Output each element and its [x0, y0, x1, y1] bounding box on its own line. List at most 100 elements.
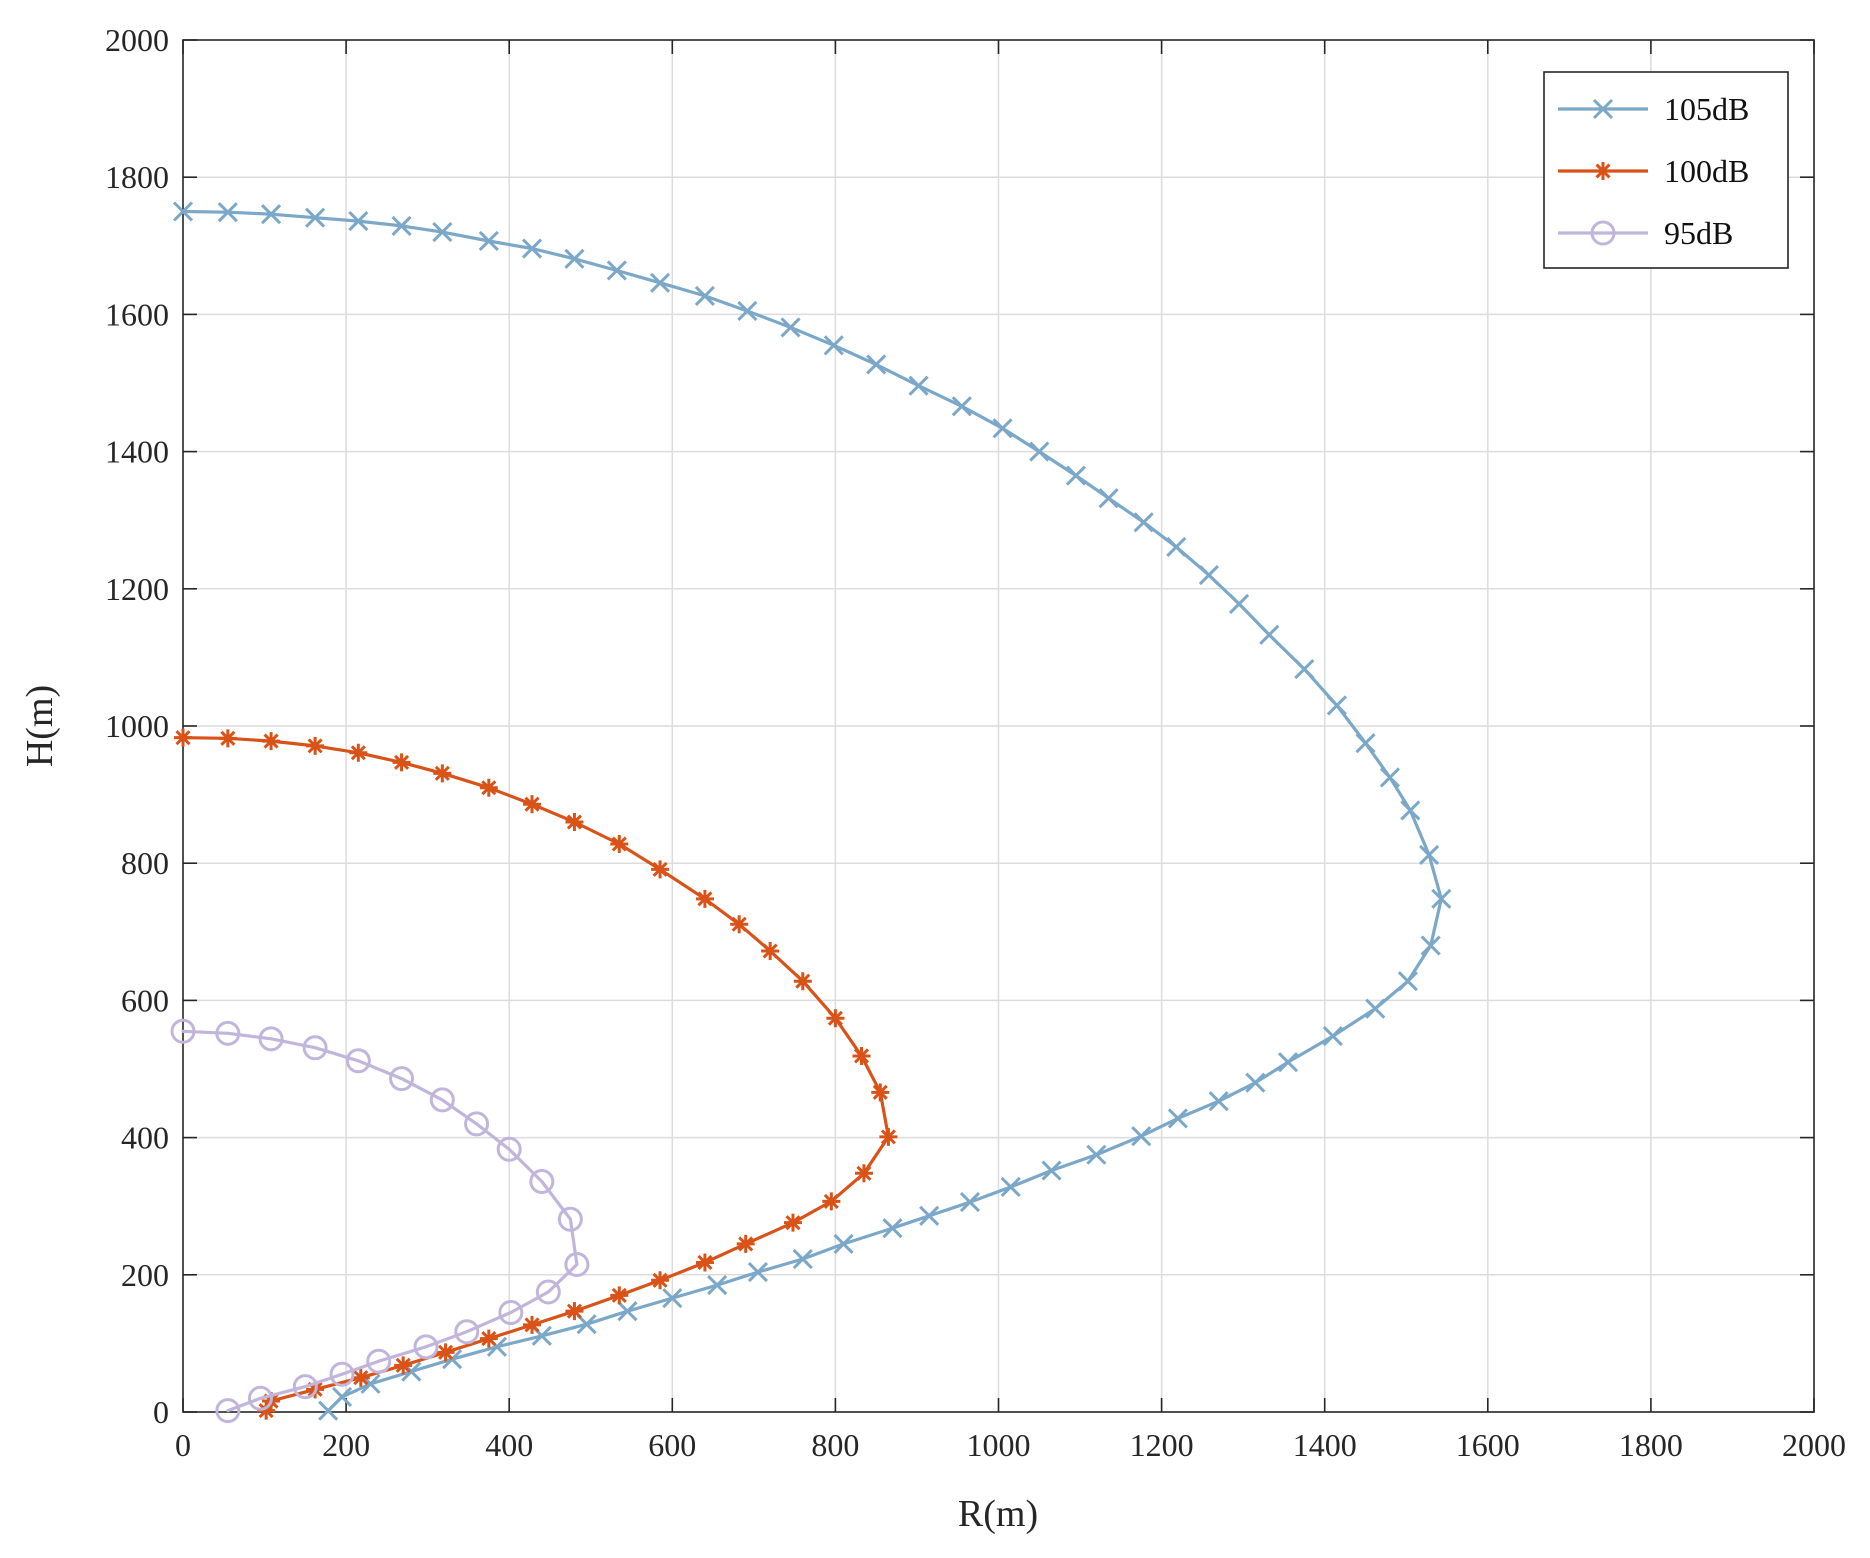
data-point	[433, 764, 452, 783]
y-tick-label: 0	[153, 1394, 169, 1430]
legend-item: 105dB	[1558, 91, 1749, 127]
series-105dB	[172, 201, 1452, 1421]
data-point	[826, 1009, 845, 1028]
x-tick-label: 1800	[1619, 1427, 1683, 1463]
data-point	[478, 230, 499, 252]
data-point	[783, 1213, 802, 1232]
data-point	[650, 272, 671, 293]
y-tick-label: 600	[121, 982, 169, 1018]
data-point	[823, 335, 844, 356]
x-tick-label: 1400	[1293, 1427, 1357, 1463]
data-point	[170, 1018, 196, 1044]
x-tick-label: 600	[648, 1427, 696, 1463]
data-point	[564, 1252, 590, 1278]
legend-item: 100dB	[1558, 153, 1749, 189]
data-point	[854, 1164, 873, 1183]
data-point	[1000, 1176, 1021, 1198]
data-point	[247, 1385, 273, 1411]
x-tick-label: 0	[175, 1427, 191, 1463]
data-point	[305, 207, 326, 228]
data-point	[351, 1368, 370, 1387]
data-point	[879, 1127, 898, 1146]
data-point	[261, 204, 282, 225]
data-point	[217, 202, 238, 223]
data-point	[852, 1046, 871, 1065]
legend-item: 95dB	[1558, 215, 1733, 251]
data-point	[610, 834, 629, 853]
data-point	[1086, 1144, 1107, 1165]
legend: 105dB 100dB 95dB	[1543, 71, 1789, 269]
data-point	[366, 1348, 392, 1374]
data-point	[292, 1374, 318, 1400]
data-point	[833, 1233, 854, 1254]
data-point	[651, 860, 670, 879]
data-point	[498, 1300, 524, 1326]
y-tick-label: 200	[121, 1257, 169, 1293]
data-point	[737, 300, 758, 322]
data-point	[436, 1343, 455, 1362]
y-tick-label: 2000	[105, 22, 169, 58]
data-point	[564, 248, 585, 269]
data-point	[747, 1261, 768, 1283]
data-point	[1259, 624, 1280, 645]
data-point	[780, 317, 801, 338]
data-point	[792, 1248, 813, 1270]
y-axis-label: H(m)	[19, 685, 61, 767]
data-point	[302, 1035, 328, 1061]
data-point	[694, 285, 715, 306]
data-point	[215, 1398, 241, 1424]
data-point	[174, 728, 192, 747]
x-tick-label: 1600	[1456, 1427, 1520, 1463]
series-95dB	[170, 1018, 590, 1424]
data-point	[1198, 565, 1219, 586]
data-point	[1365, 998, 1386, 1019]
data-point	[1294, 659, 1315, 680]
data-point	[389, 1066, 415, 1092]
data-point	[822, 1192, 841, 1211]
data-point	[258, 1026, 284, 1052]
data-point	[1431, 888, 1452, 909]
data-point	[479, 1329, 498, 1348]
legend-marker	[1592, 98, 1614, 120]
data-point	[557, 1206, 583, 1232]
data-point	[345, 1048, 371, 1074]
data-point	[172, 201, 194, 222]
data-point	[318, 1400, 339, 1421]
x-tick-label: 400	[485, 1427, 533, 1463]
data-point	[1133, 512, 1154, 533]
y-tick-label: 1000	[105, 708, 169, 744]
data-point	[306, 736, 325, 755]
data-point	[662, 1288, 683, 1309]
series-100dB	[174, 728, 898, 1420]
x-tick-label: 200	[322, 1427, 370, 1463]
data-point	[257, 1401, 276, 1420]
data-point	[1208, 1091, 1229, 1112]
x-tick-label: 800	[811, 1427, 859, 1463]
data-point	[565, 813, 584, 832]
x-tick-label: 2000	[1782, 1427, 1846, 1463]
data-point	[1277, 1052, 1299, 1073]
data-point	[1326, 695, 1347, 716]
data-point	[1167, 1108, 1188, 1129]
y-tick-label: 1600	[105, 296, 169, 332]
data-point	[1397, 971, 1418, 992]
data-point	[496, 1136, 522, 1162]
grid-lines	[183, 40, 1814, 1412]
y-tick-label: 1400	[105, 434, 169, 470]
y-tick-label: 400	[121, 1120, 169, 1156]
data-point	[454, 1319, 480, 1345]
data-point	[617, 1301, 638, 1322]
series-line	[181, 736, 890, 1413]
data-point	[793, 972, 812, 991]
series-layer	[170, 201, 1452, 1424]
data-point	[736, 1234, 755, 1253]
data-point	[392, 753, 411, 772]
legend-marker	[1590, 220, 1616, 246]
data-point	[394, 1356, 413, 1375]
data-point	[610, 1286, 629, 1305]
data-point	[761, 942, 780, 961]
legend-label: 105dB	[1664, 91, 1749, 127]
data-point	[730, 915, 749, 934]
data-point	[959, 1192, 981, 1213]
